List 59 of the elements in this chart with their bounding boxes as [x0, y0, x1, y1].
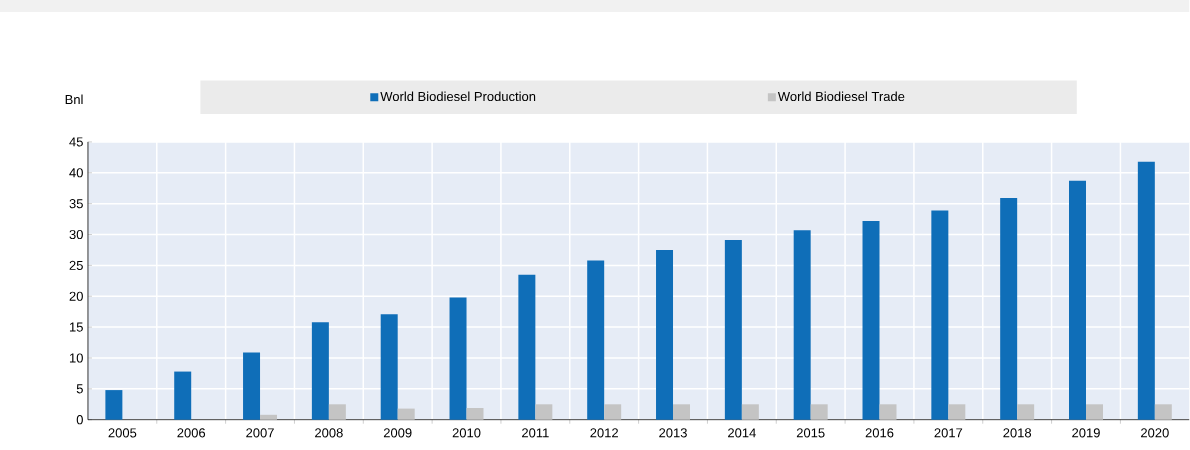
y-tick-label: 15	[69, 322, 83, 332]
bar	[1137, 161, 1155, 420]
bar	[879, 404, 897, 420]
bar	[449, 297, 467, 420]
bar	[656, 250, 674, 420]
bar	[741, 404, 759, 420]
y-tick-label: 30	[69, 230, 83, 240]
y-axis-title: Bnl	[65, 94, 83, 105]
bar	[466, 408, 484, 420]
y-tick-label: 40	[69, 168, 83, 178]
legend-label: World Biodiesel Trade	[777, 91, 905, 102]
y-tick-label: 25	[69, 260, 83, 271]
x-tick-label: 2007	[246, 428, 274, 438]
legend-label: World Biodiesel Production	[380, 91, 536, 102]
bar	[1017, 404, 1035, 420]
bar	[587, 260, 605, 420]
y-tick-label: 35	[69, 199, 83, 209]
bar	[311, 322, 329, 420]
x-tick-label: 2010	[452, 428, 481, 438]
bar	[535, 404, 553, 420]
bar	[380, 314, 398, 420]
bar	[260, 414, 278, 420]
bar	[948, 404, 966, 420]
bar	[328, 404, 346, 420]
bar	[604, 404, 622, 420]
y-tick-label: 0	[76, 415, 83, 425]
bar	[1086, 404, 1103, 420]
bar	[1069, 180, 1086, 420]
bar	[397, 408, 415, 420]
bar	[174, 371, 192, 420]
x-tick-label: 2013	[659, 428, 687, 438]
bar	[793, 230, 811, 420]
y-tick-label: 10	[69, 353, 83, 363]
x-tick-label: 2005	[108, 428, 137, 438]
x-tick-label: 2019	[1072, 428, 1100, 438]
x-tick-label: 2012	[590, 428, 618, 438]
x-tick-label: 2018	[1003, 428, 1032, 438]
x-tick-label: 2009	[383, 428, 412, 438]
bar	[518, 274, 536, 420]
x-tick-label: 2015	[796, 428, 825, 438]
y-tick-label: 20	[69, 291, 83, 301]
bar	[243, 352, 261, 420]
bar	[1000, 198, 1018, 420]
x-tick-label: 2017	[934, 428, 963, 438]
x-tick-label: 2016	[865, 428, 894, 438]
y-tick-label: 5	[76, 384, 83, 394]
x-tick-label: 2008	[315, 428, 343, 438]
bar	[931, 210, 949, 420]
x-tick-label: 2014	[728, 428, 756, 438]
bar	[673, 404, 691, 420]
y-tick-label: 45	[69, 137, 83, 147]
bar	[1154, 404, 1172, 420]
x-tick-label: 2011	[522, 428, 549, 438]
bar	[862, 221, 880, 420]
bar	[724, 240, 742, 420]
bar	[105, 390, 123, 420]
x-tick-label: 2006	[177, 428, 206, 438]
bar	[810, 404, 828, 420]
x-tick-label: 2020	[1141, 428, 1169, 438]
